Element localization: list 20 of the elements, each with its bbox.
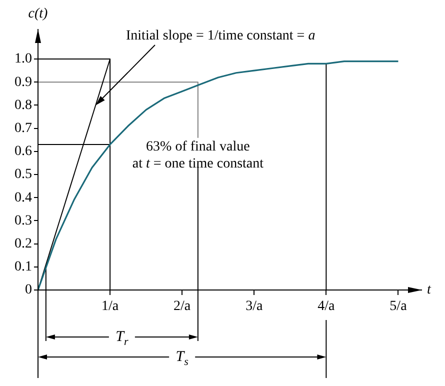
y-tick-label: 0.8 [14,98,32,113]
y-tick-label: 0.5 [14,167,32,182]
x-tick-label: 5/a [390,299,408,314]
y-tick-label: 0.2 [14,236,32,252]
y-tick-label: 0 [25,282,32,298]
y-tick-label: 0.4 [14,190,32,206]
y-tick-label: 1.0 [14,52,32,67]
y-tick-label: 0.7 [14,120,32,136]
y-axis-title: c(t) [28,6,48,22]
x-tick-label: 2/a [174,299,192,314]
y-tick-label: 0.1 [14,260,32,275]
annotation: Initial slope = 1/time constant = a [126,28,316,44]
x-tick-label: 4/a [318,299,336,314]
x-axis-title: t [427,282,432,298]
text: 63% of final value at t = one time constant [132,139,264,172]
y-tick-label: 0.3 [14,213,32,228]
y-tick-label: 0.9 [14,74,32,90]
x-tick-label: 3/a [246,299,264,314]
y-tick-label: 0.6 [14,144,32,160]
x-tick-label: 1/a [101,299,120,314]
